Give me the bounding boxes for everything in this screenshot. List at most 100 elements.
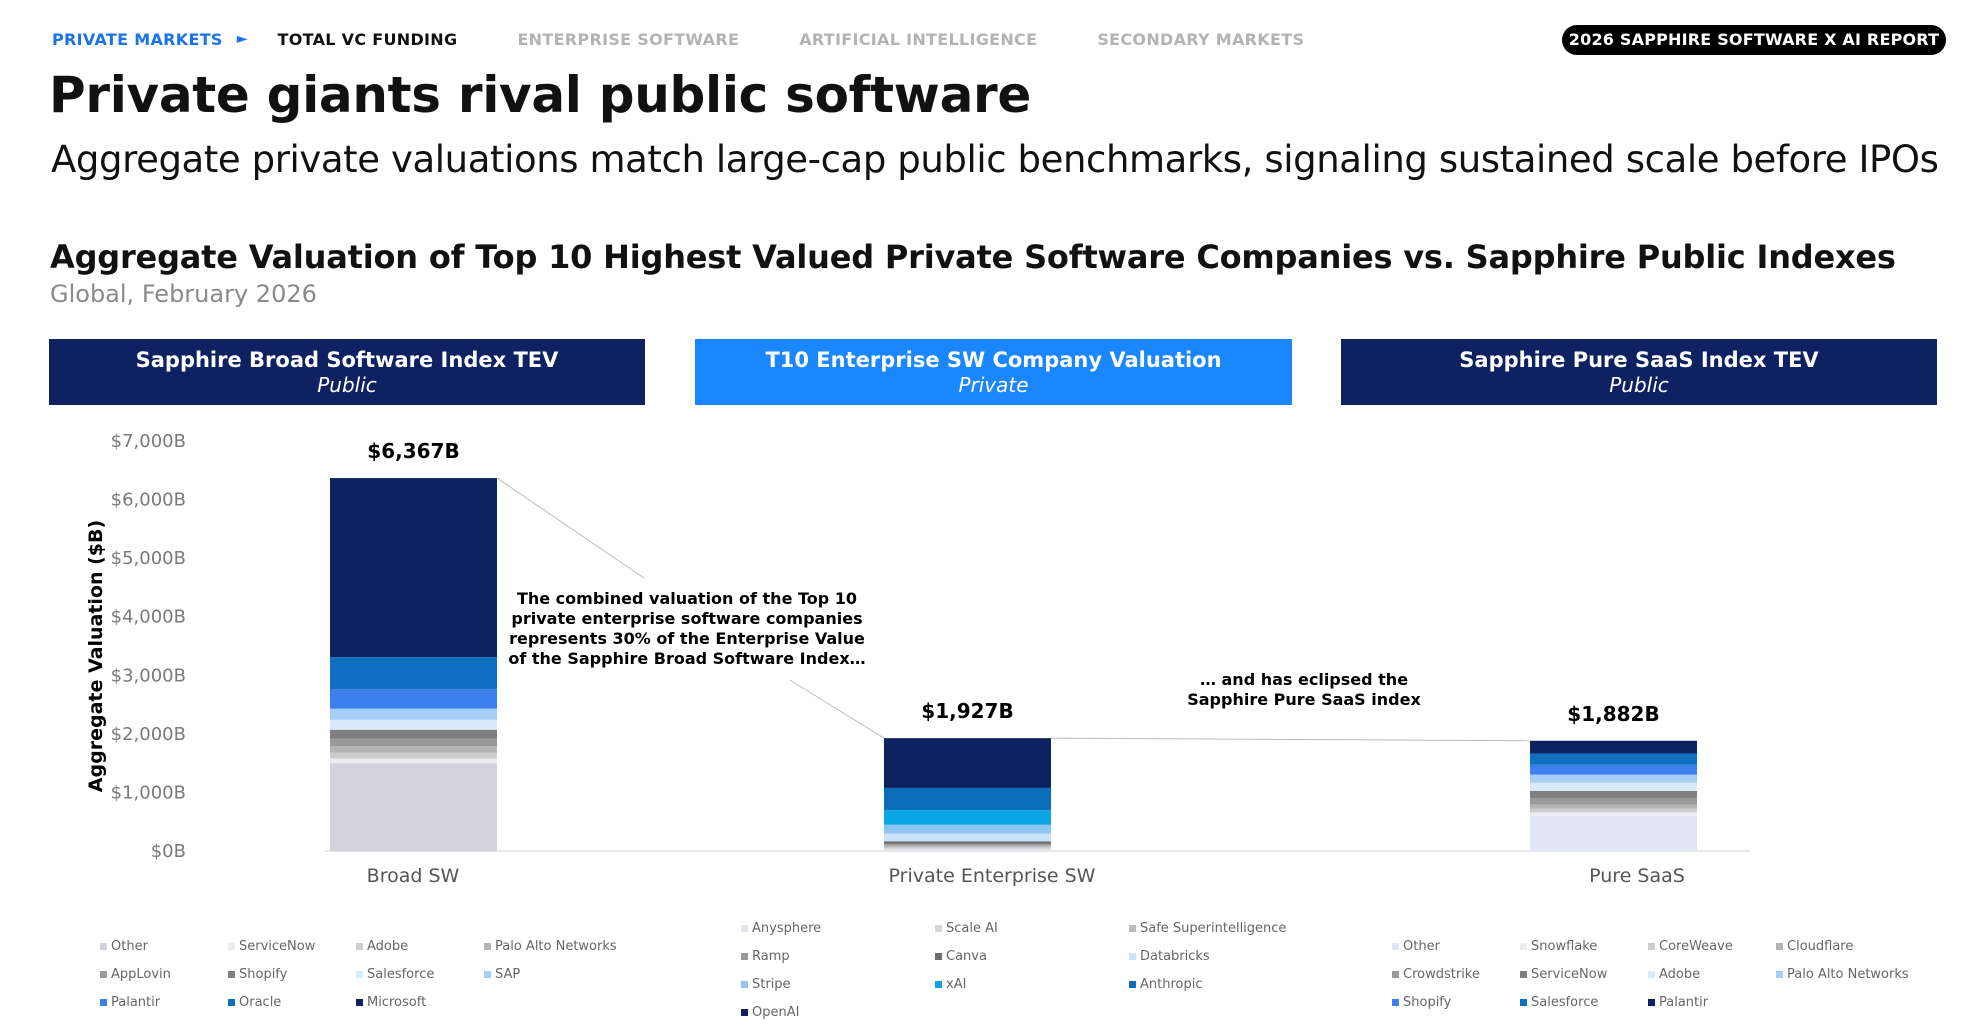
header-pure-saas-index: Sapphire Pure SaaS Index TEV Public (1341, 339, 1937, 405)
bar-segment-stripe (884, 824, 1051, 834)
legend-label: Canva (946, 949, 987, 964)
nav-tab-private-markets[interactable]: PRIVATE MARKETS (52, 29, 223, 49)
legend-item: SAP (484, 967, 520, 982)
legend-swatch (228, 971, 235, 978)
header-title: Sapphire Pure SaaS Index TEV (1459, 348, 1819, 372)
nav-arrow-icon: ► (236, 31, 248, 47)
category-label: Private Enterprise SW (889, 865, 1096, 887)
annotation-text: of the Sapphire Broad Software Index… (508, 649, 865, 668)
legend-item: Adobe (356, 939, 408, 954)
legend-swatch (1129, 925, 1136, 932)
legend-label: Palantir (1659, 995, 1709, 1010)
page-title: Private giants rival public software (49, 66, 1031, 124)
legend-label: Stripe (752, 977, 791, 992)
legend-swatch (1520, 943, 1527, 950)
legend-item: Scale AI (935, 921, 998, 936)
bar-segment-xai (884, 810, 1051, 825)
header-t10-enterprise-sw: T10 Enterprise SW Company Valuation Priv… (695, 339, 1292, 405)
bar-segment-databricks (884, 833, 1051, 842)
legend-label: Databricks (1140, 949, 1210, 964)
legend-label: xAI (946, 977, 967, 992)
bar-segment-ramp (884, 843, 1051, 846)
legend-item: Shopify (228, 967, 287, 982)
legend-item: Ramp (741, 949, 790, 964)
legend-swatch (484, 943, 491, 950)
legend-label: Shopify (239, 967, 288, 982)
bar-segment-anthropic (884, 787, 1051, 811)
legend-item: CoreWeave (1648, 939, 1733, 954)
bar-segment-applovin (330, 738, 497, 747)
legend-swatch (1392, 999, 1399, 1006)
legend-swatch (741, 981, 748, 988)
legend-swatch (356, 943, 363, 950)
annotation-text: Sapphire Pure SaaS index (1187, 690, 1421, 709)
category-label: Broad SW (367, 865, 460, 887)
annotation-text: private enterprise software companies (511, 609, 862, 628)
nav-tab-secondary-markets[interactable]: SECONDARY MARKETS (1097, 29, 1305, 49)
bar-segment-palo-alto-networks (330, 746, 497, 753)
header-title: T10 Enterprise SW Company Valuation (765, 348, 1222, 372)
legend-label: Snowflake (1531, 939, 1598, 954)
legend-item: ServiceNow (228, 939, 315, 954)
legend-swatch (356, 971, 363, 978)
bar-segment-adobe (1530, 782, 1697, 791)
bar-segment-anysphere (884, 849, 1051, 851)
legend-swatch (935, 925, 942, 932)
legend-item: Snowflake (1520, 939, 1597, 954)
y-axis-label: Aggregate Valuation ($B) (85, 520, 107, 792)
legend-label: ServiceNow (239, 939, 316, 954)
legend-label: Palo Alto Networks (495, 939, 617, 954)
legend-swatch (1520, 999, 1527, 1006)
legend-swatch (228, 999, 235, 1006)
bar-total-label: $1,882B (1567, 702, 1659, 726)
legend-label: Adobe (1659, 967, 1701, 982)
legend-swatch (1129, 981, 1136, 988)
nav-tab-enterprise-software[interactable]: ENTERPRISE SOFTWARE (517, 29, 740, 49)
legend-item: Palantir (1648, 995, 1708, 1010)
legend-item: Databricks (1129, 949, 1210, 964)
bar-segment-shopify (1530, 764, 1697, 775)
legend-swatch (1129, 953, 1136, 960)
legend-item: OpenAI (741, 1005, 799, 1020)
y-tick-label: $3,000B (111, 665, 186, 686)
legend-swatch (1520, 971, 1527, 978)
bar-segment-servicenow (1530, 790, 1697, 798)
legend-item: Canva (935, 949, 987, 964)
legend-label: Other (1403, 939, 1440, 954)
bar-segment-safe-superintelligence (884, 845, 1051, 848)
legend-item: Anthropic (1129, 977, 1203, 992)
legend-item: Microsoft (356, 995, 426, 1010)
bar-segment-sap (330, 708, 497, 720)
bar-segment-microsoft (330, 478, 497, 658)
bar-segment-shopify (330, 729, 497, 739)
legend-swatch (356, 999, 363, 1006)
legend-swatch (1776, 971, 1783, 978)
annotation-text: … and has eclipsed the (1200, 670, 1408, 689)
legend-item: Other (1392, 939, 1440, 954)
bar-segment-adobe (330, 752, 497, 759)
header-tag: Public (1609, 373, 1669, 397)
legend-item: Anysphere (741, 921, 821, 936)
report-badge: 2026 SAPPHIRE SOFTWARE X AI REPORT (1562, 25, 1946, 55)
bar-segment-oracle (330, 657, 497, 690)
legend-swatch (1392, 943, 1399, 950)
bar-segment-coreweave (1530, 808, 1697, 813)
legend-label: Palantir (111, 995, 161, 1010)
connector-line (1050, 737, 1531, 742)
legend-item: Safe Superintelligence (1129, 921, 1286, 936)
legend-label: Anthropic (1140, 977, 1203, 992)
y-tick-label: $4,000B (111, 607, 186, 628)
nav-tab-artificial-intelligence[interactable]: ARTIFICIAL INTELLIGENCE (799, 29, 1038, 49)
bar-segment-scale-ai (884, 847, 1051, 850)
legend-item: Oracle (228, 995, 281, 1010)
bar-segment-servicenow (330, 758, 497, 764)
legend-swatch (484, 971, 491, 978)
legend-label: Ramp (752, 949, 790, 964)
legend-swatch (100, 971, 107, 978)
bar-segment-palantir (330, 689, 497, 709)
legend-swatch (741, 925, 748, 932)
nav-tab-total-vc-funding[interactable]: TOTAL VC FUNDING (277, 29, 458, 49)
bar-segment-salesforce (1530, 753, 1697, 765)
legend-swatch (935, 953, 942, 960)
